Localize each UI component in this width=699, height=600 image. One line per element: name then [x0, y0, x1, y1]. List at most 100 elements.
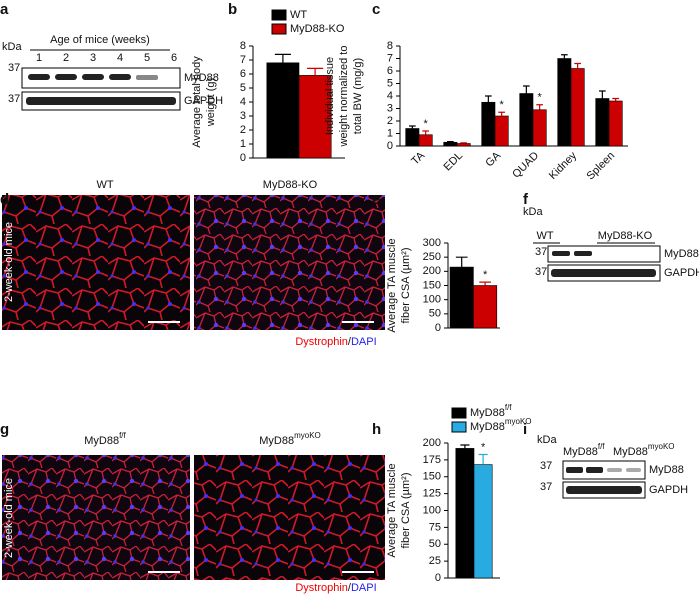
bar [519, 93, 534, 147]
legend-swatch [451, 421, 467, 433]
y-tick-label: 300 [423, 237, 441, 249]
y-axis-label: weight normalized to [338, 46, 350, 148]
panel-letter: c [372, 1, 380, 18]
error-bar [455, 256, 468, 268]
image-title: MyD88f/f [84, 431, 126, 447]
y-tick-label: 3 [387, 102, 393, 114]
bar [595, 98, 610, 147]
bar [455, 448, 475, 579]
panel-letter: b [228, 1, 237, 18]
error-bar [447, 141, 454, 143]
legend-swatch [451, 407, 467, 419]
band-label: MyD88 [649, 464, 684, 476]
image-title: MyD88-KO [263, 179, 318, 191]
band-label: MyD88 [184, 72, 219, 84]
panel-letter: e [372, 191, 380, 208]
micrograph [194, 455, 385, 580]
lane-label: 1 [36, 52, 42, 64]
y-tick-label: 0 [435, 572, 441, 584]
legend-label: WT [290, 9, 307, 21]
marker: 37 [540, 481, 552, 493]
significance: * [500, 99, 505, 111]
blot-title: Age of mice (weeks) [50, 34, 150, 46]
error-bar [612, 97, 619, 101]
band-label: MyD88 [664, 248, 699, 260]
error-bar [460, 444, 470, 449]
panel-letter: i [523, 421, 527, 438]
legend-text: MyD88 [470, 421, 505, 433]
micrograph [194, 195, 385, 330]
x-tick-label: GA [483, 149, 503, 169]
error-bar [574, 62, 581, 69]
image-title: WT [96, 179, 113, 191]
y-axis-label: fiber CSA (µm²) [400, 247, 412, 323]
y-tick-label: 50 [429, 538, 441, 550]
y-tick-label: 250 [423, 251, 441, 263]
y-tick-label: 4 [240, 96, 246, 108]
error-bar [523, 85, 530, 94]
error-bar [478, 453, 488, 465]
stain-label: Dystrophin/DAPI [295, 582, 376, 594]
blot-a [21, 67, 181, 111]
y-tick-label: 5 [240, 82, 246, 94]
y-tick-label: 100 [423, 504, 441, 516]
error-bar [561, 54, 568, 59]
legend-sup: myoKO [505, 417, 532, 426]
y-axis-label: fiber CSA (µm²) [400, 472, 412, 548]
y-tick-label: 5 [387, 77, 393, 89]
y-tick-label: 7 [240, 54, 246, 66]
bar [494, 115, 509, 147]
micrograph [2, 455, 190, 580]
bar [532, 109, 547, 147]
bar [557, 58, 572, 147]
y-tick-label: 6 [387, 65, 393, 77]
band-label: GAPDH [184, 95, 223, 107]
y-tick-label: 200 [423, 437, 441, 449]
y-tick-label: 200 [423, 265, 441, 277]
y-tick-label: 75 [429, 521, 441, 533]
lane-label: 4 [117, 52, 123, 64]
image-title: MyD88myoKO [259, 431, 321, 447]
bar [608, 100, 623, 147]
significance: * [483, 269, 488, 281]
lane-label: 3 [90, 52, 96, 64]
x-tick-label: Kidney [547, 149, 580, 182]
legend-label: MyD88-KO [290, 23, 345, 35]
y-axis-label: Average TA muscle [386, 238, 398, 332]
y-tick-label: 2 [240, 124, 246, 136]
bar [443, 141, 458, 147]
error-bar [498, 111, 505, 116]
y-tick-label: 0 [387, 140, 393, 152]
y-tick-label: 1 [387, 127, 393, 139]
y-tick-label: 8 [387, 40, 393, 52]
error-bar [422, 130, 429, 135]
y-tick-label: 150 [423, 279, 441, 291]
panel-letter: f [523, 191, 529, 208]
y-tick-label: 0 [240, 152, 246, 164]
y-tick-label: 150 [423, 471, 441, 483]
lane-label: 5 [144, 52, 150, 64]
y-axis-label: total BW (mg/g) [352, 58, 364, 134]
bar [449, 266, 474, 329]
bar [570, 68, 585, 147]
legend-text: MyD88 [470, 407, 505, 419]
group-label: MyD88-KO [598, 230, 653, 242]
side-label: 2-week-old mice [3, 478, 15, 558]
error-bar [599, 90, 606, 99]
bar [405, 128, 420, 147]
y-tick-label: 2 [387, 115, 393, 127]
legend-label: MyD88f/f [470, 403, 512, 419]
y-tick-label: 4 [387, 90, 393, 102]
y-tick-label: 3 [240, 110, 246, 122]
bar [473, 285, 498, 329]
significance: * [481, 441, 486, 453]
y-tick-label: 7 [387, 52, 393, 64]
y-axis-label: Individual tissue [324, 57, 336, 135]
significance: * [538, 92, 543, 104]
error-bar [479, 281, 491, 286]
bar [473, 464, 493, 579]
legend-swatch [271, 23, 287, 35]
x-tick-label: QUAD [510, 150, 541, 181]
group-label: MyD88myoKO [613, 442, 675, 458]
